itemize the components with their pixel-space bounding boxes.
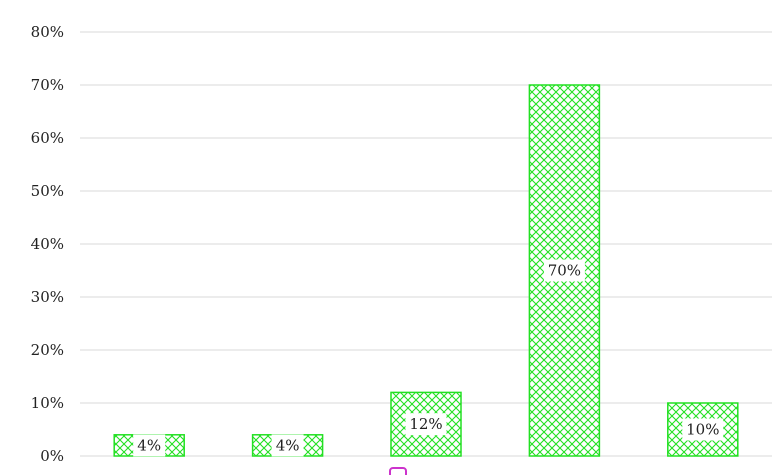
y-tick-label: 10% (31, 394, 64, 412)
y-tick-label: 40% (31, 235, 64, 253)
y-tick-label: 70% (31, 76, 64, 94)
grid-layer (80, 31, 772, 457)
data-label-background (682, 418, 724, 441)
data-label: 4% (276, 436, 300, 454)
data-label-background (405, 413, 447, 436)
bars (113, 84, 739, 457)
data-label-background (271, 434, 304, 457)
y-tick-label: 30% (31, 288, 64, 306)
y-tick-label: 60% (31, 129, 64, 147)
y-tick-label: 50% (31, 182, 64, 200)
y-tick-label: 80% (31, 23, 64, 41)
data-labels: 4% 4% 12% 70% 10% (133, 259, 724, 457)
y-tick-label: 20% (31, 341, 64, 359)
data-label-background (543, 259, 585, 282)
data-label: 10% (686, 421, 719, 439)
legend-marker (389, 467, 407, 475)
data-label: 70% (548, 262, 581, 280)
data-label: 12% (409, 415, 442, 433)
y-tick-label: 0% (40, 447, 64, 465)
legend (389, 467, 407, 475)
data-label: 4% (137, 436, 161, 454)
y-axis: 0% 10% 20% 30% 40% 50% 60% 70% 80% (31, 23, 64, 465)
data-label-background (133, 434, 166, 457)
